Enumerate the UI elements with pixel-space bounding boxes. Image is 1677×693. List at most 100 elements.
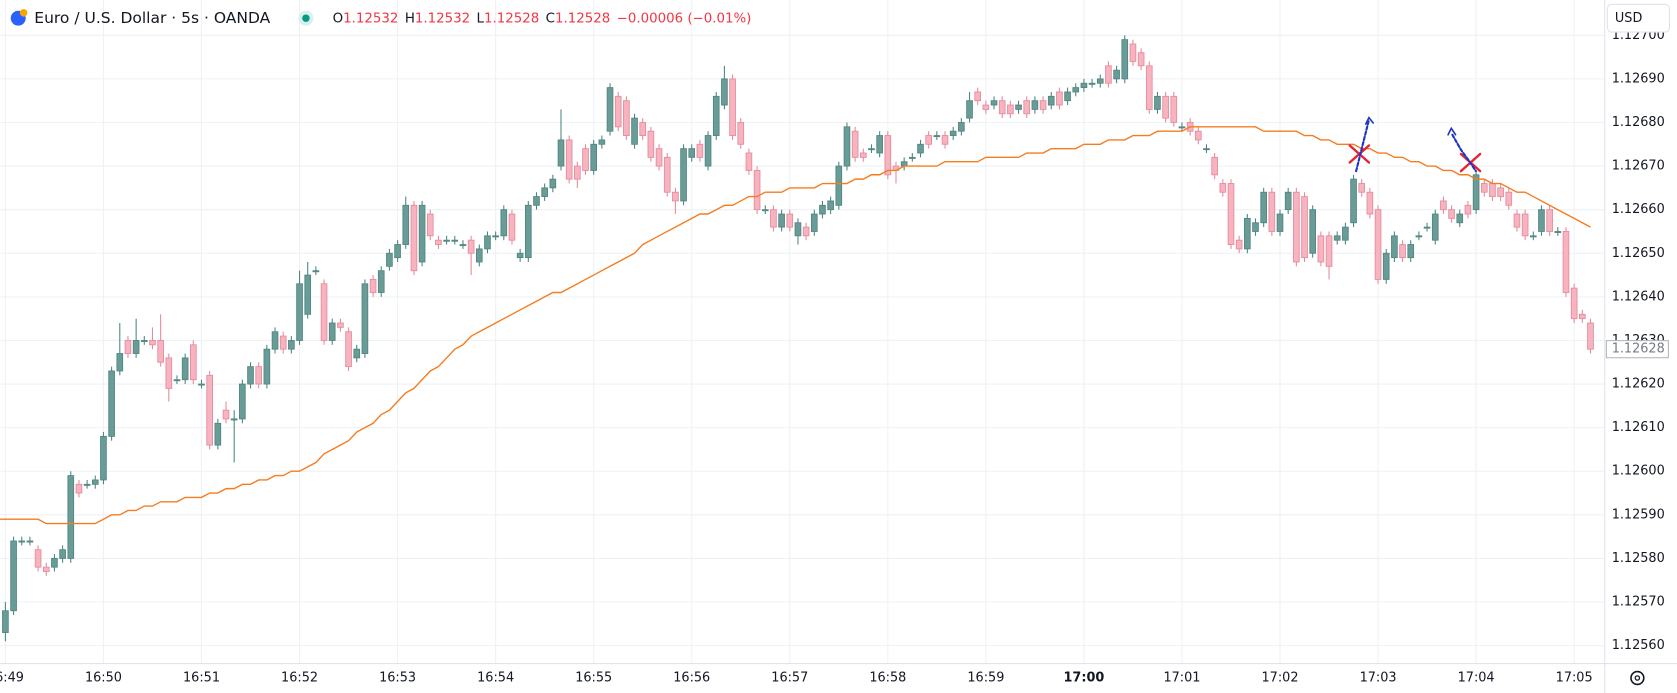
settings-gear-center[interactable]: [1634, 675, 1641, 681]
candle-body: [459, 244, 467, 247]
candle-body: [1382, 252, 1390, 280]
candle-body: [140, 340, 148, 342]
candle-body: [868, 148, 875, 151]
market-status-dot: [302, 14, 310, 22]
candle-body: [1472, 174, 1480, 211]
candle-body: [516, 252, 524, 259]
candle-body: [704, 135, 712, 167]
candle-body: [1276, 213, 1284, 232]
candle-body: [1137, 52, 1145, 67]
candle-body: [819, 204, 826, 215]
candle-body: [1366, 191, 1374, 215]
candle-body: [1293, 191, 1300, 263]
candle-body: [737, 122, 745, 145]
candle-body: [835, 165, 843, 206]
y-tick-label: 1.12670: [1612, 159, 1665, 174]
candle-body: [696, 143, 704, 158]
candle-body: [426, 213, 434, 237]
candle-body: [1350, 178, 1357, 224]
candle-body: [394, 244, 401, 259]
candle-body: [549, 178, 557, 189]
candle-body: [1497, 187, 1504, 198]
currency[interactable]: USD: [1615, 11, 1643, 26]
candle-body: [1203, 148, 1210, 151]
candle-body: [377, 270, 385, 293]
candle-body: [296, 283, 303, 341]
settings-icon[interactable]: [1630, 670, 1645, 686]
x-tick-label: 16:52: [281, 671, 318, 686]
y-tick-label: 1.12690: [1612, 71, 1665, 86]
candle-body: [181, 357, 189, 381]
candle-body: [647, 130, 655, 158]
candle-body: [1464, 204, 1472, 215]
candle-body: [770, 209, 777, 228]
candle-body: [1121, 39, 1129, 80]
x-tick-label: 16:50: [85, 671, 122, 686]
candle-body: [484, 235, 491, 250]
currency-button[interactable]: [1606, 3, 1670, 33]
candle-body: [1194, 130, 1202, 141]
candle-body: [1554, 231, 1562, 233]
candle-body: [353, 348, 361, 359]
x-tick-label: 16:57: [771, 671, 808, 686]
candle-body: [206, 374, 213, 446]
candle-body: [10, 540, 17, 612]
last-price-label: 1.12628: [1612, 342, 1665, 357]
arrow-head: [1364, 116, 1375, 125]
candle-body: [418, 204, 426, 263]
candle-body: [263, 348, 271, 385]
candle-body: [1268, 191, 1276, 232]
candle-body: [606, 87, 614, 132]
candle-body: [1587, 322, 1594, 350]
candle-body: [1415, 235, 1423, 238]
candle-body: [402, 204, 410, 245]
x-tick-label: 17:01: [1163, 671, 1200, 686]
candle-body: [1145, 65, 1153, 110]
candle-body: [990, 100, 998, 106]
candle-body: [1096, 78, 1104, 84]
candle-body: [1039, 100, 1047, 110]
candle-body: [214, 422, 222, 446]
candle-body: [1056, 91, 1063, 106]
candle-body: [1562, 231, 1570, 293]
candle-body: [443, 239, 450, 242]
header: Euro / U.S. Dollar · 5s · OANDA O1.12532…: [10, 9, 752, 27]
candle-body: [320, 283, 328, 341]
candle-body: [1374, 209, 1382, 280]
candle-body: [590, 143, 597, 171]
candle-body: [721, 78, 728, 106]
candle-body: [116, 353, 124, 372]
candle-body: [222, 409, 230, 420]
candle-body: [1023, 100, 1031, 115]
candle-body: [1317, 235, 1325, 263]
candle-body: [1072, 87, 1080, 93]
candle-body: [623, 100, 630, 136]
last-price-box: [1605, 340, 1669, 359]
candle-body: [1064, 91, 1071, 102]
candle-body: [42, 566, 50, 572]
candle-body: [173, 379, 181, 382]
candle-body: [663, 156, 671, 193]
arrow-drawing: [1355, 118, 1371, 173]
candle-body: [1244, 217, 1251, 250]
y-tick-label: 1.12580: [1612, 551, 1665, 566]
settings-gear[interactable]: [1630, 670, 1645, 686]
candle-body: [1105, 65, 1112, 84]
candle-body: [1423, 226, 1431, 229]
candle-body: [271, 331, 279, 350]
candle-body: [688, 148, 696, 158]
candle-body: [884, 135, 892, 176]
candle-body: [557, 139, 565, 167]
candle-body: [1170, 95, 1178, 123]
y-tick-label: 1.12660: [1612, 202, 1665, 217]
symbol-icon: [19, 9, 28, 17]
candle-body: [100, 435, 107, 481]
candle-body: [1521, 213, 1529, 237]
candle-body: [574, 165, 581, 180]
price-change: −0.00006 (−0.01%): [617, 12, 752, 27]
candle-body: [165, 357, 173, 389]
candle-body: [533, 196, 540, 206]
candle-body: [761, 209, 769, 212]
